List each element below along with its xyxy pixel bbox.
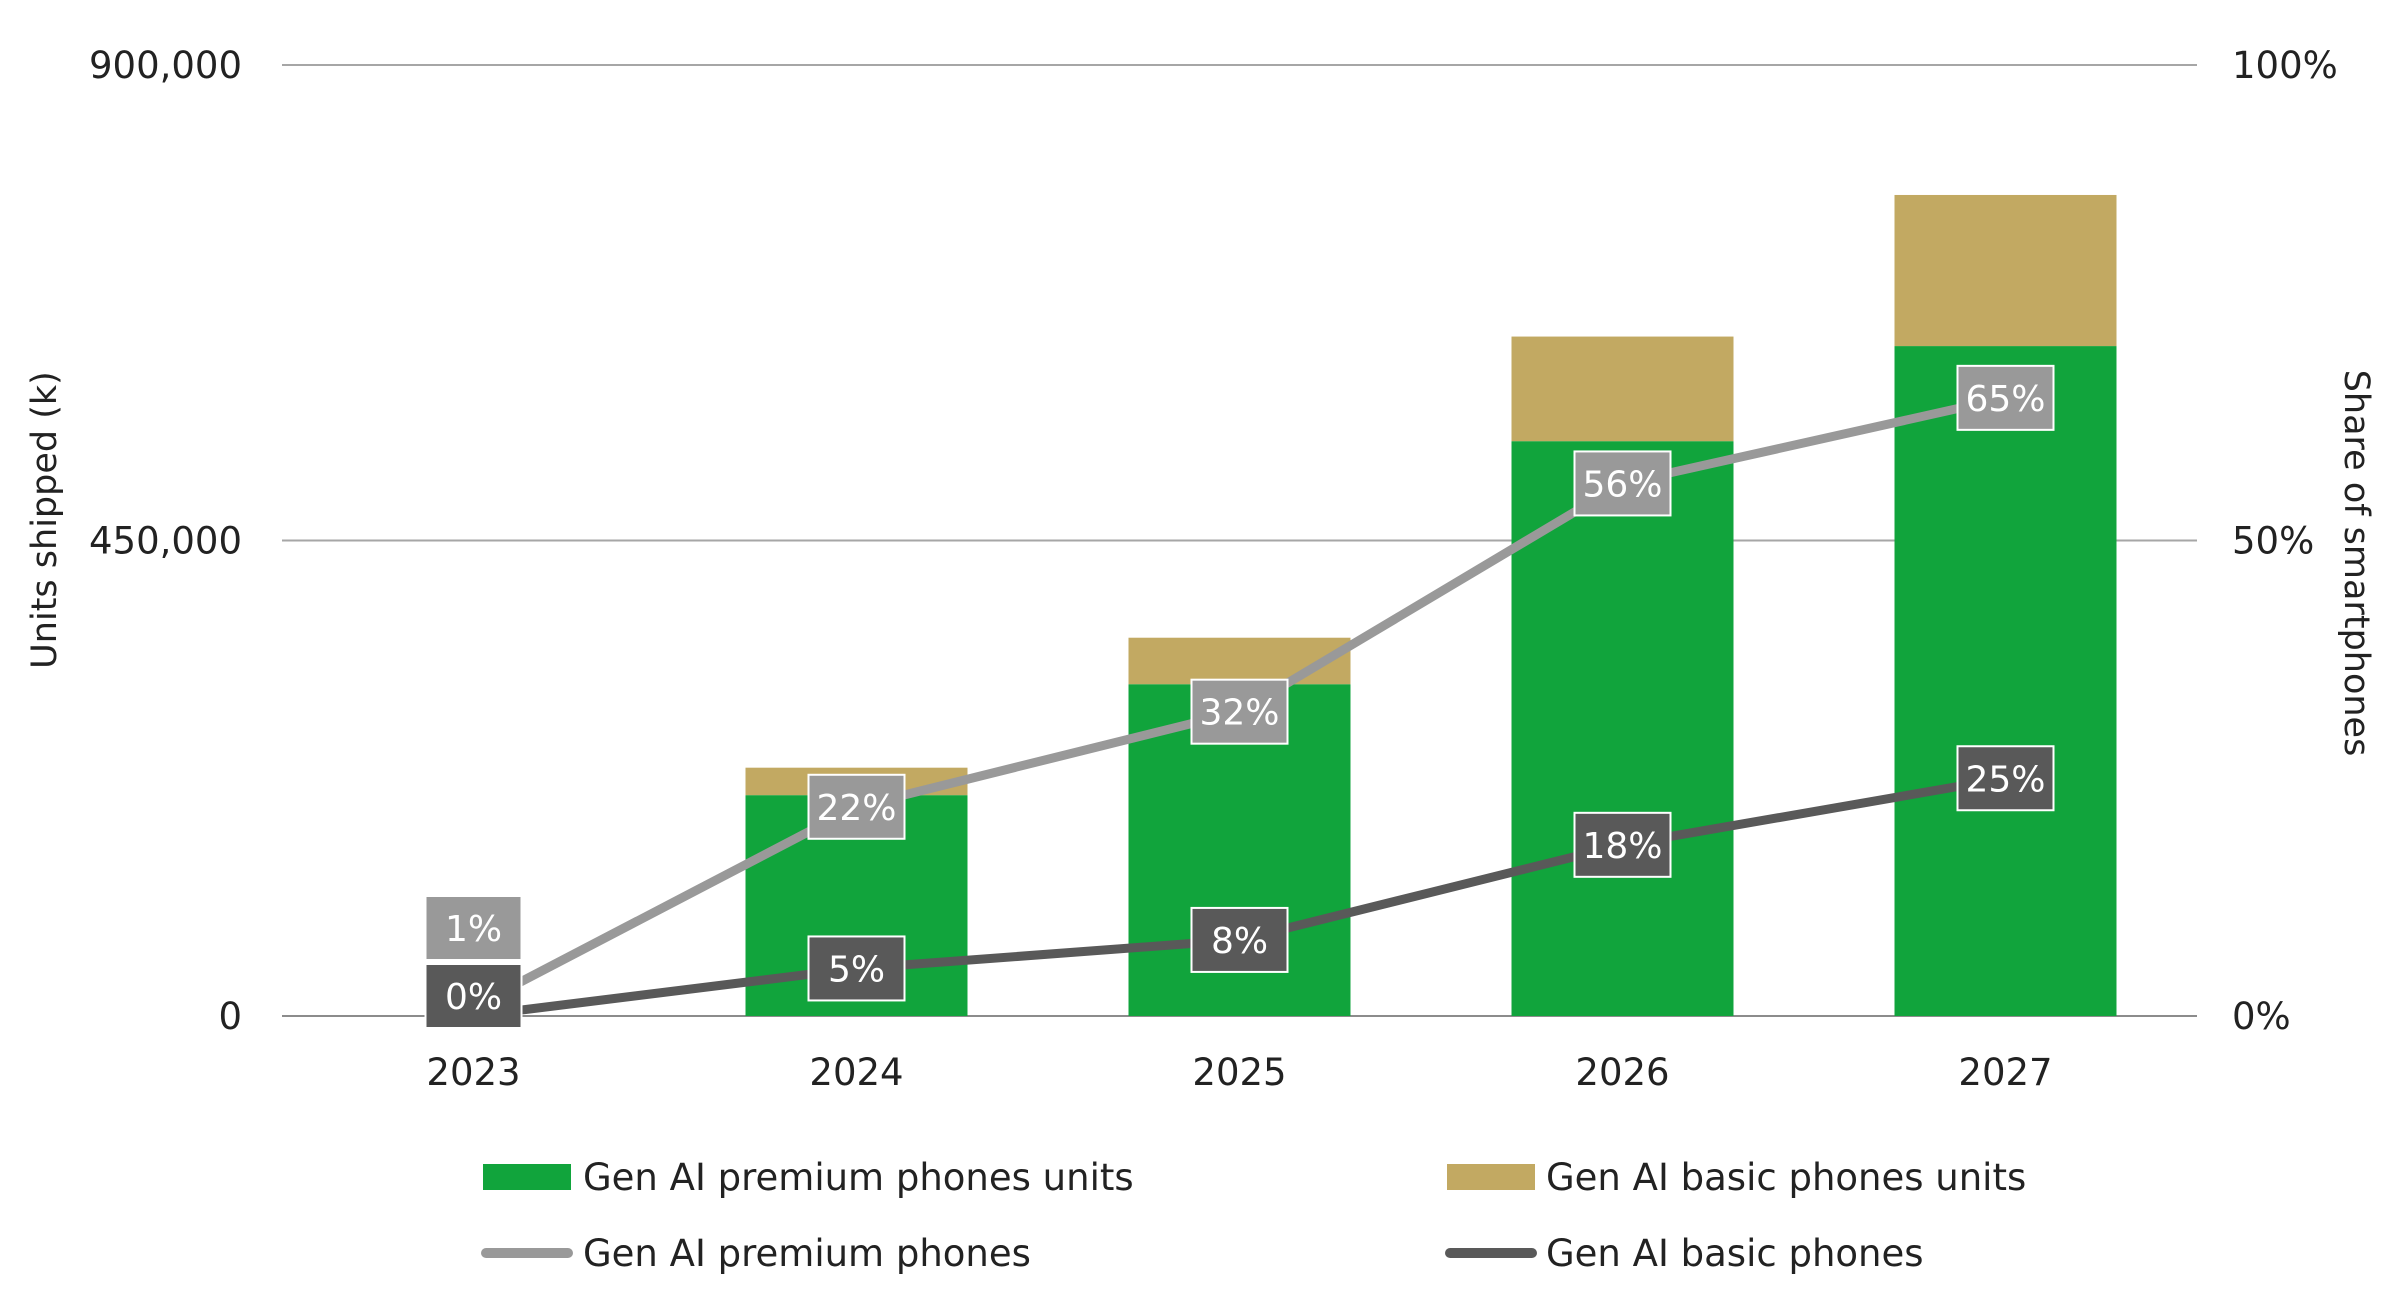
label-basic-share: 25% [1965, 759, 2045, 800]
data-labels: 1% 22% 32% 56% 65% 0% 5% 8% 18% 25% [424, 364, 2055, 1029]
label-premium-share: 22% [816, 788, 896, 829]
label-basic-share: 0% [445, 977, 502, 1018]
axes: 0 450,000 900,000 0% 50% 100% 2023 2024 2025 2026… [89, 44, 2338, 1094]
y-left-tick-label: 900,000 [89, 44, 242, 87]
label-basic-share: 5% [828, 949, 885, 990]
legend-label-basic-line: Gen AI basic phones [1546, 1232, 1924, 1275]
bar-premium-units [1511, 441, 1734, 1016]
left-axis-title: Units shipped (k) [25, 371, 65, 669]
legend-label-premium-units: Gen AI premium phones units [583, 1156, 1134, 1199]
legend-label-premium-line: Gen AI premium phones [583, 1232, 1031, 1275]
bar-basic-units [1128, 637, 1351, 685]
x-tick-label: 2023 [426, 1051, 520, 1094]
label-box-basic [424, 963, 523, 1029]
y-right-tick-label: 100% [2232, 44, 2338, 87]
legend: Gen AI premium phones units Gen AI basic… [481, 1156, 2026, 1275]
x-tick-label: 2026 [1575, 1051, 1669, 1094]
label-box-basic [807, 935, 906, 1002]
label-basic-share: 18% [1582, 826, 1662, 867]
label-premium-share: 65% [1965, 379, 2045, 420]
y-right-tick-label: 0% [2232, 995, 2291, 1038]
bar-basic-units [1511, 336, 1734, 442]
label-box-basic [1956, 745, 2055, 812]
right-axis-title: Share of smartphones [2336, 370, 2376, 757]
label-premium-share: 32% [1199, 693, 1279, 734]
label-basic-share: 8% [1211, 921, 1268, 962]
label-box-premium [1190, 678, 1289, 745]
bar-basic-units [1894, 194, 2117, 347]
label-box-premium [1956, 364, 2055, 431]
x-tick-label: 2027 [1958, 1051, 2052, 1094]
x-tick-label: 2025 [1192, 1051, 1286, 1094]
label-box-premium [807, 773, 906, 840]
y-left-tick-label: 0 [218, 995, 242, 1038]
label-box-basic [1573, 811, 1672, 878]
label-premium-share: 1% [445, 909, 502, 950]
bar-premium-units [1894, 346, 2117, 1016]
label-box-premium [424, 895, 523, 961]
y-right-tick-label: 50% [2232, 520, 2314, 563]
x-tick-label: 2024 [809, 1051, 903, 1094]
legend-swatch-premium-units [483, 1164, 571, 1190]
y-left-tick-label: 450,000 [89, 520, 242, 563]
label-box-basic [1190, 906, 1289, 973]
label-premium-share: 56% [1582, 464, 1662, 505]
legend-label-basic-units: Gen AI basic phones units [1546, 1156, 2026, 1199]
label-box-premium [1573, 450, 1672, 517]
legend-swatch-basic-units [1447, 1164, 1535, 1190]
